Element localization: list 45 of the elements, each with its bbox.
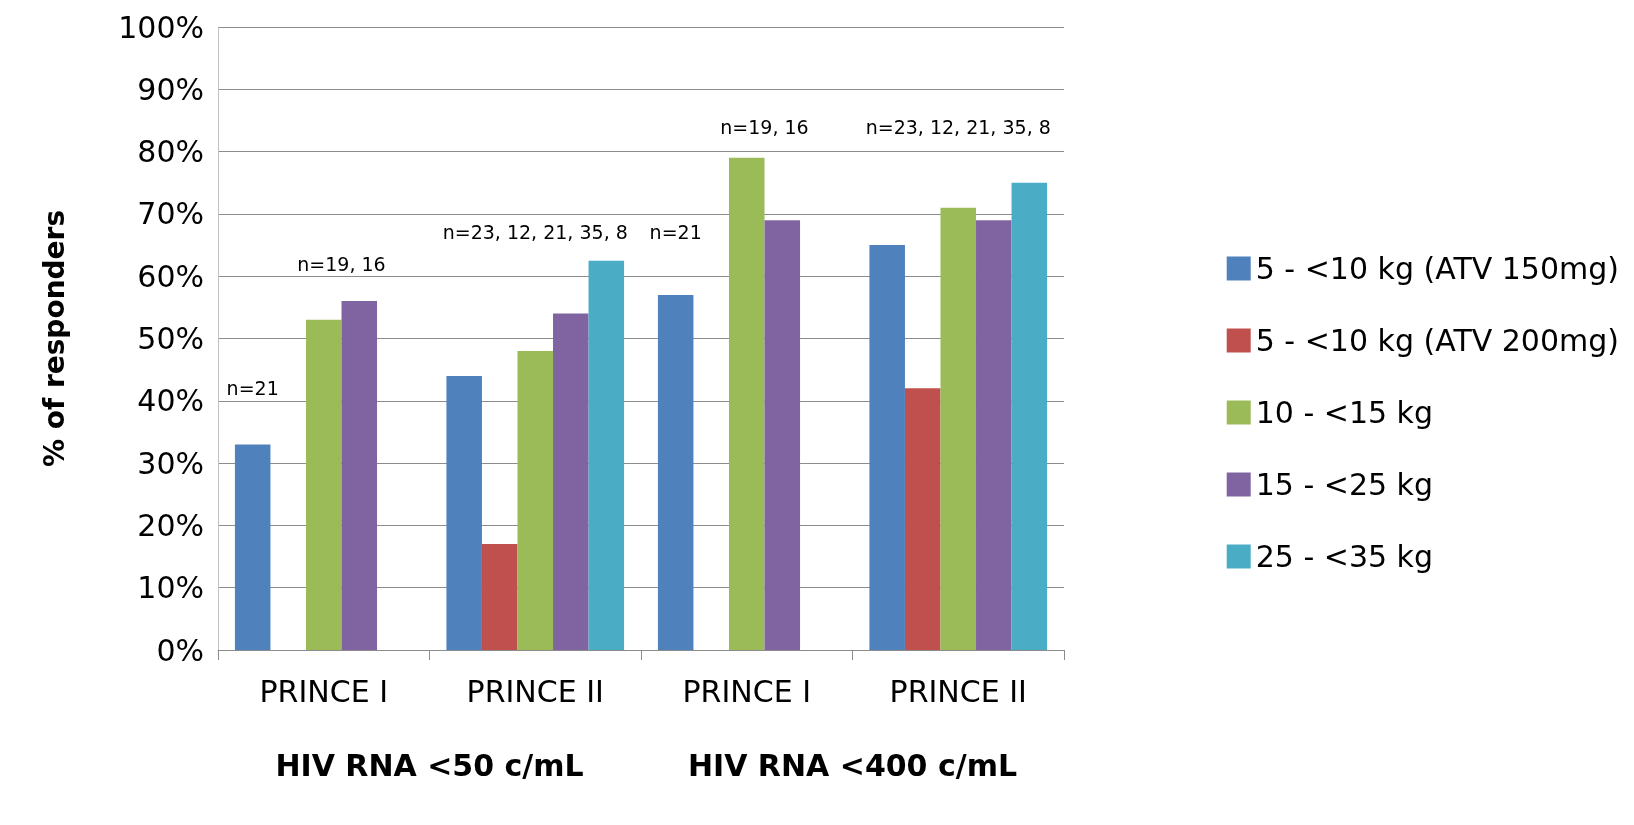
y-tick-label: 100% xyxy=(118,9,204,45)
legend-label: 25 - <35 kg xyxy=(1255,539,1434,574)
text: HIV RNA <400 c/mL xyxy=(687,747,1018,783)
bar xyxy=(588,260,625,650)
annotation: n=21 xyxy=(226,377,279,400)
bar xyxy=(764,220,801,650)
bar xyxy=(481,544,518,650)
legend-label: 10 - <15 kg xyxy=(1255,395,1434,430)
text: HIV RNA <50 c/mL xyxy=(275,747,584,783)
y-tick-label: 60% xyxy=(137,258,204,294)
annotation: n=19, 16 xyxy=(720,115,809,138)
bar xyxy=(234,444,271,650)
bar xyxy=(341,301,378,650)
x-tick-label: PRINCE I xyxy=(682,673,812,709)
bar xyxy=(1011,182,1048,650)
bar xyxy=(553,313,589,650)
x-tick-label: PRINCE II xyxy=(889,673,1027,709)
bar xyxy=(517,350,554,650)
annotation: n=21 xyxy=(649,221,702,244)
bar xyxy=(940,207,977,650)
y-tick-label: 10% xyxy=(137,570,204,606)
annotation: n=19, 16 xyxy=(297,252,386,275)
annotation: n=23, 12, 21, 35, 8 xyxy=(442,221,628,244)
y-tick-label: 90% xyxy=(137,71,204,107)
annotation: n=23, 12, 21, 35, 8 xyxy=(865,115,1051,138)
y-tick-label: 30% xyxy=(137,445,204,481)
legend-label: 5 - <10 kg (ATV 150mg) xyxy=(1255,251,1619,286)
y-tick-label: 40% xyxy=(137,383,204,419)
x-tick-label: PRINCE II xyxy=(466,673,604,709)
y-tick-label: 20% xyxy=(137,507,204,543)
y-axis-title: % of responders xyxy=(37,209,71,468)
bar xyxy=(728,157,765,650)
legend-label: 5 - <10 kg (ATV 200mg) xyxy=(1255,323,1619,358)
y-tick-label: 80% xyxy=(137,134,204,170)
legend-label: 15 - <25 kg xyxy=(1255,467,1434,502)
y-tick-label: 0% xyxy=(156,632,204,668)
y-tick-label: 50% xyxy=(137,321,204,356)
y-tick-label: 70% xyxy=(137,196,204,232)
bar xyxy=(904,388,941,650)
bar xyxy=(869,245,905,650)
x-tick-label: PRINCE I xyxy=(259,673,389,709)
bar xyxy=(305,319,342,650)
bar xyxy=(446,375,482,650)
bar xyxy=(657,294,694,650)
bar xyxy=(976,220,1012,650)
